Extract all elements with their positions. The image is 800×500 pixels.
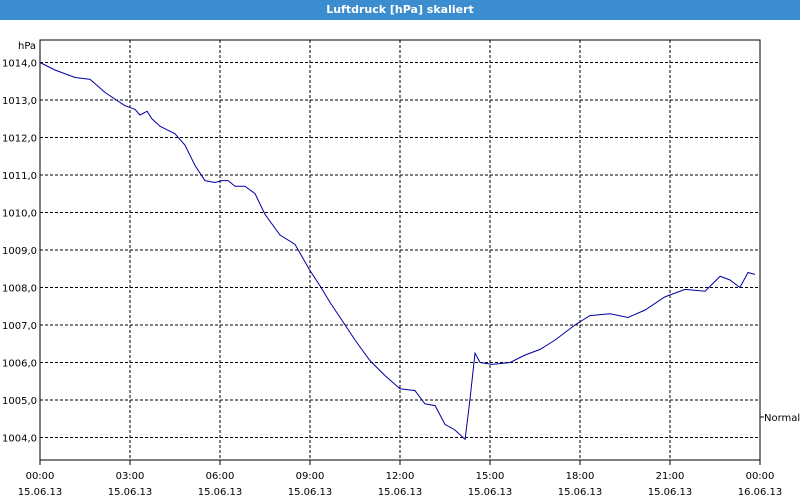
title-bar: Luftdruck [hPa] skaliert — [0, 0, 800, 20]
x-tick-date: 15.06.13 — [18, 487, 63, 498]
x-tick-label: 18:00 — [566, 471, 595, 482]
x-tick-label: 00:00 — [746, 471, 775, 482]
x-tick-label: 12:00 — [386, 471, 415, 482]
y-tick-label: 1009,0 — [2, 246, 37, 257]
y-tick-label: 1013,0 — [2, 96, 37, 107]
legend-label: Normal — [764, 413, 800, 424]
x-tick-date: 15.06.13 — [288, 487, 333, 498]
x-tick-date: 15.06.13 — [558, 487, 603, 498]
x-tick-date: 15.06.13 — [468, 487, 513, 498]
x-tick-date: 15.06.13 — [378, 487, 423, 498]
plot-frame — [39, 39, 761, 461]
x-tick-date: 15.06.13 — [198, 487, 243, 498]
y-tick-label: 1014,0 — [2, 59, 37, 70]
y-tick-label: 1008,0 — [2, 284, 37, 295]
y-tick-label: 1004,0 — [2, 434, 37, 445]
y-tick-label: 1012,0 — [2, 134, 37, 145]
x-tick-label: 06:00 — [206, 471, 235, 482]
y-tick-label: 1011,0 — [2, 171, 37, 182]
x-tick-date: 16.06.13 — [738, 487, 783, 498]
x-tick-date: 15.06.13 — [648, 487, 693, 498]
x-tick-label: 15:00 — [476, 471, 505, 482]
y-tick-label: 1007,0 — [2, 321, 37, 332]
x-tick-label: 00:00 — [26, 471, 55, 482]
x-tick-label: 21:00 — [656, 471, 685, 482]
y-tick-label: 1010,0 — [2, 209, 37, 220]
x-tick-date: 15.06.13 — [108, 487, 153, 498]
y-axis-label: hPa — [18, 41, 36, 52]
y-tick-label: 1005,0 — [2, 396, 37, 407]
y-tick-label: 1006,0 — [2, 359, 37, 370]
x-tick-label: 03:00 — [116, 471, 145, 482]
line — [39, 62, 756, 441]
x-tick-label: 09:00 — [296, 471, 325, 482]
